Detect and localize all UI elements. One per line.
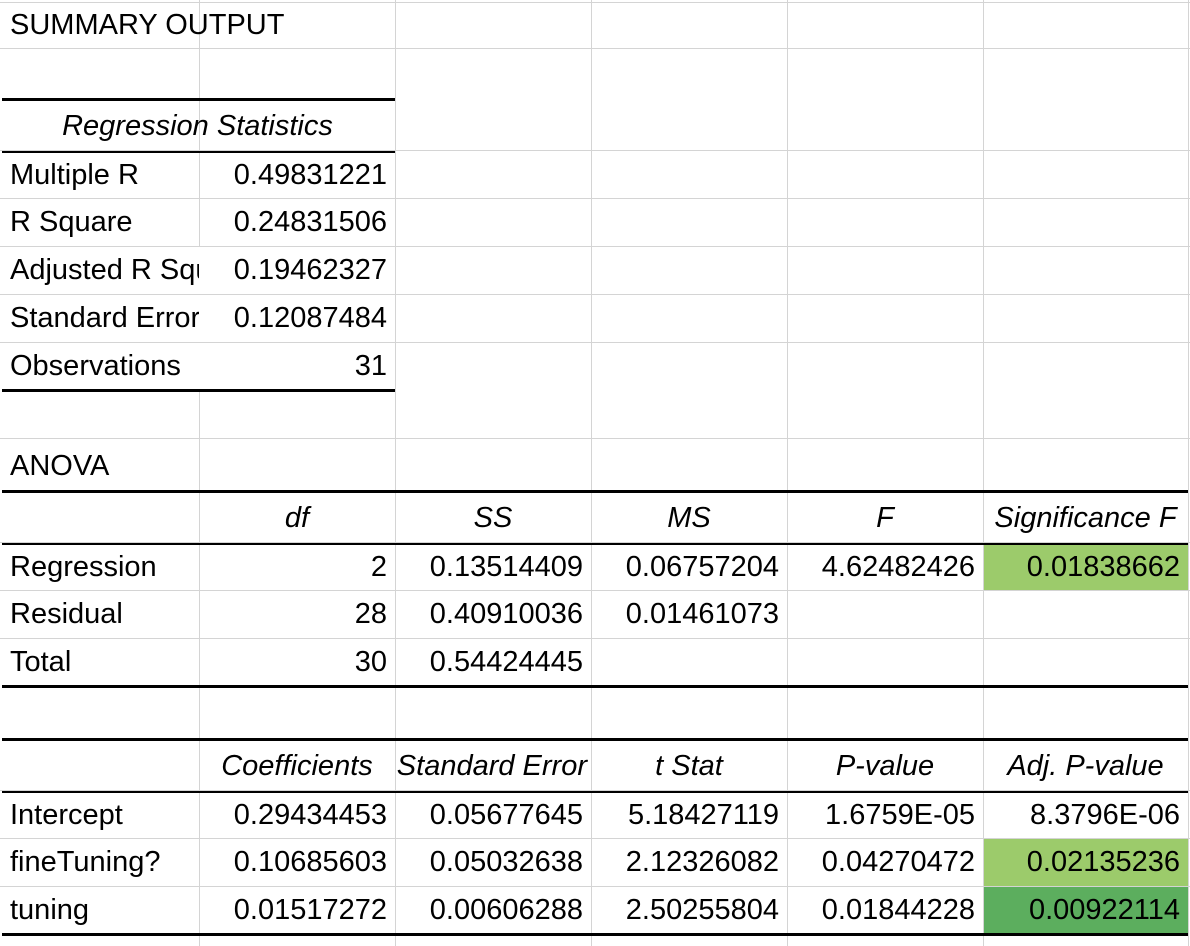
coef-cell: 8.3796E-06 <box>1030 799 1180 831</box>
coef-row-label: tuning <box>10 893 90 926</box>
gridline <box>983 0 984 946</box>
coef-cell: 0.29434453 <box>233 799 387 831</box>
coef-header: P-value <box>835 750 935 782</box>
gridline <box>0 198 1190 199</box>
anova-cell: 0.01838662 <box>1026 551 1180 583</box>
table-border <box>2 933 1188 936</box>
coef-header: t Stat <box>655 750 723 782</box>
highlight-adj-p-finetuning <box>984 839 1188 886</box>
coef-cell: 0.02135236 <box>1026 846 1180 878</box>
gridline <box>0 294 1190 295</box>
coef-row-label: Intercept <box>10 799 123 831</box>
stat-label: Multiple R <box>10 158 139 191</box>
coef-cell: 0.05032638 <box>429 846 583 878</box>
stat-label: Standard Error <box>10 302 199 334</box>
table-border <box>2 389 395 392</box>
coef-header: Standard Error <box>396 750 587 782</box>
coef-cell: 0.01517272 <box>233 893 387 926</box>
anova-row-label: Regression <box>10 551 157 583</box>
anova-cell: 30 <box>354 645 387 678</box>
anova-header: df <box>284 502 310 534</box>
stat-value: 0.19462327 <box>199 247 395 294</box>
table-border <box>2 151 395 153</box>
anova-cell: 0.13514409 <box>429 551 583 583</box>
table-border <box>2 543 1188 545</box>
coef-cell: 0.05677645 <box>429 799 583 831</box>
gridline <box>1188 0 1189 946</box>
anova-header: MS <box>667 502 711 534</box>
coef-cell: 0.00606288 <box>429 893 583 926</box>
table-border <box>2 98 395 101</box>
coef-row-label: fineTuning? <box>10 846 161 878</box>
stat-value: 0.24831506 <box>233 206 387 238</box>
stat-label: Adjusted R Square <box>10 254 199 286</box>
coef-cell: 2.12326082 <box>625 846 779 878</box>
table-border <box>2 791 1188 793</box>
gridline <box>787 0 788 946</box>
gridline <box>0 438 1190 439</box>
stat-value: 0.12087484 <box>199 295 395 342</box>
stat-value: 0.49831221 <box>233 158 387 191</box>
table-border <box>2 490 1188 493</box>
gridline <box>0 790 1190 791</box>
summary-title: SUMMARY OUTPUT <box>10 9 285 41</box>
anova-row-label: Residual <box>10 598 123 630</box>
anova-row-label: Total <box>10 645 72 678</box>
anova-cell: 0.06757204 <box>625 551 779 583</box>
gridline <box>199 0 200 946</box>
anova-header: Significance F <box>994 502 1177 534</box>
gridline <box>0 590 1190 591</box>
gridline <box>0 2 1190 3</box>
gridline <box>0 542 1190 543</box>
gridline <box>0 150 1190 151</box>
anova-title: ANOVA <box>10 450 110 482</box>
anova-cell: 28 <box>354 598 387 630</box>
gridline <box>591 0 592 946</box>
table-border <box>2 685 1188 688</box>
gridline <box>0 48 1190 49</box>
coef-header: Coefficients <box>221 750 373 782</box>
coef-cell: 2.50255804 <box>625 893 779 926</box>
stat-value: 31 <box>199 343 395 389</box>
gridline <box>395 0 396 946</box>
anova-header: F <box>876 502 894 534</box>
gridline <box>0 246 1190 247</box>
gridline <box>0 838 1190 839</box>
coef-cell: 0.00922114 <box>1028 893 1180 926</box>
coef-cell: 5.18427119 <box>627 799 779 831</box>
coef-cell: 0.04270472 <box>821 846 975 878</box>
anova-cell: 4.62482426 <box>821 551 975 583</box>
stat-label: R Square <box>10 206 133 238</box>
gridline <box>0 886 1190 887</box>
coef-cell: 1.6759E-05 <box>825 799 975 831</box>
table-border <box>2 738 1188 741</box>
coef-cell: 0.10685603 <box>233 846 387 878</box>
regression-statistics-header: Regression Statistics <box>62 110 333 142</box>
gridline <box>0 638 1190 639</box>
stat-label: Observations <box>10 349 181 382</box>
anova-cell: 0.01461073 <box>625 598 779 630</box>
gridline <box>0 342 1190 343</box>
anova-cell: 0.54424445 <box>429 645 583 678</box>
anova-header: SS <box>473 502 513 534</box>
coef-header: Adj. P-value <box>1007 750 1164 782</box>
anova-cell: 0.40910036 <box>429 598 583 630</box>
highlight-adj-p-tuning <box>984 887 1188 934</box>
highlight-significance-f <box>984 543 1188 590</box>
coef-cell: 0.01844228 <box>821 893 975 926</box>
anova-cell: 2 <box>370 551 387 583</box>
